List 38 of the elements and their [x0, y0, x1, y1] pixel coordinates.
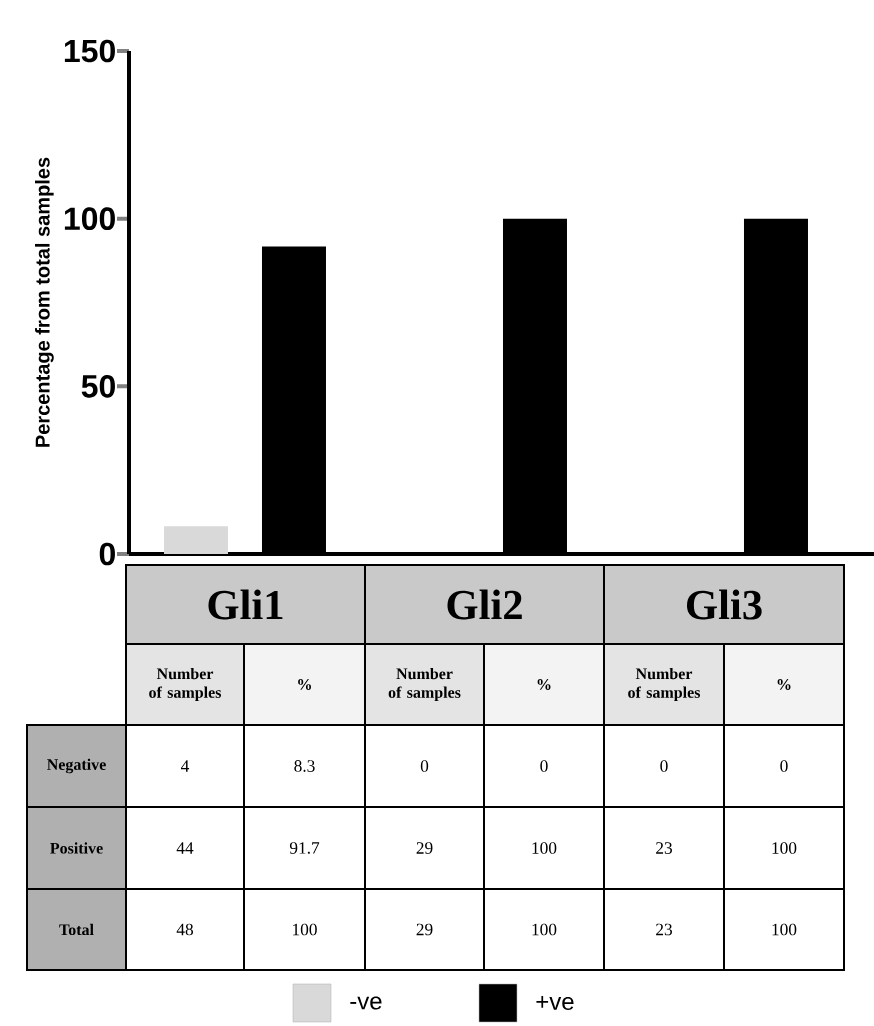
data-label: 8.3 [294, 760, 315, 772]
text: 100 [293, 923, 317, 936]
text: 48 [176, 923, 194, 936]
data-label: 100 [532, 842, 557, 854]
text: % [298, 679, 311, 690]
text: Negative [47, 758, 106, 774]
text: 29 [416, 842, 433, 854]
x-tick-label: Gli2 [447, 589, 522, 620]
data-label: 100 [772, 842, 797, 854]
text: 100 [532, 923, 557, 936]
text: 100 [772, 923, 797, 936]
y-tick-label: 0 [99, 542, 115, 566]
text: 23 [656, 842, 672, 854]
y-tick-label: 150 [64, 39, 115, 63]
text: Number of samples [149, 667, 222, 702]
text: 4 [181, 760, 190, 772]
y-tick-label: 100 [64, 207, 115, 230]
legend-label: +ve [536, 995, 574, 1011]
text: 29 [416, 923, 433, 936]
text: Total [59, 923, 94, 936]
x-tick-label: Gli3 [686, 589, 762, 620]
text: Positive [50, 842, 103, 854]
text: 23 [656, 923, 672, 936]
x-tick-label: Gli1 [208, 589, 283, 620]
text: Number of samples [628, 667, 701, 702]
y-tick-label: 50 [81, 375, 115, 398]
text: Number of samples [388, 667, 461, 702]
y-axis-title: Percentage from total samples [35, 157, 54, 447]
text: 44 [176, 842, 194, 854]
bar [163, 526, 228, 554]
text: 0 [660, 760, 668, 772]
text: 0 [420, 760, 429, 772]
data-label: 0 [780, 760, 788, 772]
text: % [777, 679, 791, 690]
data-label: 0 [540, 760, 548, 772]
legend-label: -ve [350, 996, 382, 1010]
data-label: 91.7 [289, 842, 320, 854]
text: % [537, 679, 551, 690]
